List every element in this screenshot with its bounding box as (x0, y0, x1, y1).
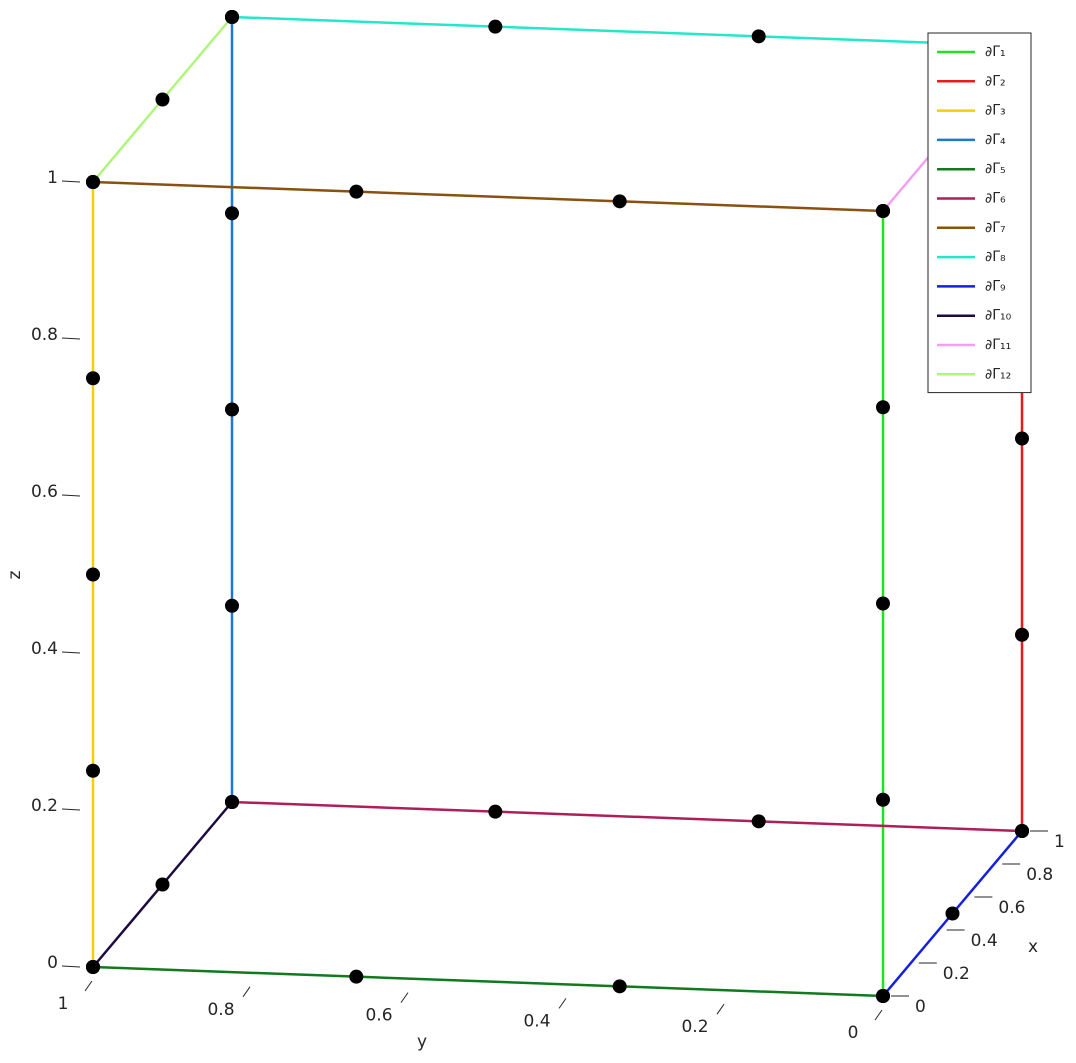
z-tick-label: 1 (47, 168, 58, 188)
node-marker (225, 402, 239, 417)
legend-label: ∂Γ₆ (985, 191, 1006, 207)
y-tick (400, 992, 409, 1003)
legend-label: ∂Γ₁₀ (985, 308, 1012, 324)
node-marker (945, 906, 960, 921)
edge-line (92, 965, 884, 998)
node-marker (612, 194, 627, 209)
z-tick (61, 494, 81, 497)
node-marker (876, 400, 890, 415)
legend-label: ∂Γ₁₂ (985, 366, 1011, 382)
x-tick-label: 0.4 (971, 931, 998, 951)
node-marker (86, 763, 100, 778)
node-marker (225, 795, 239, 809)
x-axis-label: x (1028, 937, 1038, 957)
z-axis-label: z (5, 570, 25, 579)
legend-label: ∂Γ₄ (985, 132, 1006, 148)
y-tick-label: 0.2 (681, 1017, 708, 1037)
node-marker (751, 29, 766, 44)
legend-box (927, 32, 1032, 394)
z-tick (61, 337, 81, 340)
node-marker (876, 989, 890, 1003)
node-marker (612, 979, 627, 994)
z-tick (61, 965, 81, 968)
legend: ∂Γ₁ ∂Γ₂ ∂Γ₃ ∂Γ₄ ∂Γ₅ ∂Γ₆ ∂Γ₇ ∂Γ₈ ∂Γ₉ ∂Γ₁₀ ∂Γ₁₁ ∂Γ₁₂ (927, 32, 1032, 394)
node-marker (349, 969, 364, 984)
x-tick-label: 0.2 (943, 964, 970, 984)
node-marker (86, 960, 100, 974)
z-tick-label: 0.8 (31, 325, 58, 345)
node-marker (488, 804, 503, 819)
node-marker (751, 814, 766, 829)
edge-line (231, 15, 1023, 48)
node-marker (225, 206, 239, 221)
y-tick-label: 0.8 (207, 1000, 234, 1020)
edge-line (92, 180, 884, 213)
x-tick-label: 0.8 (1026, 865, 1053, 885)
node-marker (876, 596, 890, 611)
legend-label: ∂Γ₇ (985, 220, 1006, 236)
y-tick (558, 998, 567, 1009)
node-marker (349, 184, 364, 199)
z-tick (61, 651, 81, 654)
legend-label: ∂Γ₃ (985, 103, 1006, 119)
node-marker (86, 567, 100, 582)
legend-label: ∂Γ₅ (985, 161, 1006, 177)
x-tick-label: 0.6 (998, 898, 1025, 918)
legend-label: ∂Γ₁ (985, 44, 1006, 60)
y-axis-label: y (417, 1032, 427, 1052)
legend-label: ∂Γ₉ (985, 278, 1006, 294)
z-tick (61, 180, 81, 183)
node-marker (876, 204, 890, 218)
z-tick (61, 808, 81, 811)
node-marker (225, 10, 239, 24)
y-tick (716, 1003, 725, 1015)
y-tick (84, 980, 93, 992)
x-tick-label: 1 (1054, 832, 1065, 852)
legend-label: ∂Γ₈ (985, 249, 1006, 265)
x-tick-label: 0 (915, 997, 926, 1017)
node-marker (155, 92, 170, 107)
node-marker (155, 877, 170, 892)
node-marker (86, 371, 100, 386)
legend-label: ∂Γ₁₁ (985, 337, 1011, 353)
node-marker (1015, 824, 1029, 838)
edge-line (231, 800, 1023, 833)
node-marker (1015, 627, 1029, 642)
z-tick-label: 0 (47, 953, 58, 973)
legend-label: ∂Γ₂ (985, 73, 1006, 89)
node-marker (86, 175, 100, 189)
z-tick-label: 0.6 (31, 482, 58, 502)
y-tick (874, 1009, 883, 1021)
node-marker (225, 598, 239, 613)
y-tick-label: 0.6 (365, 1006, 392, 1026)
y-tick-label: 0.4 (523, 1011, 550, 1031)
y-tick-label: 0 (848, 1023, 859, 1043)
node-marker (1015, 431, 1029, 446)
y-tick-label: 1 (58, 994, 69, 1014)
y-tick (242, 986, 251, 998)
z-tick-label: 0.4 (31, 639, 58, 659)
z-tick-label: 0.2 (31, 796, 58, 816)
node-marker (876, 792, 890, 807)
node-marker (488, 19, 503, 34)
